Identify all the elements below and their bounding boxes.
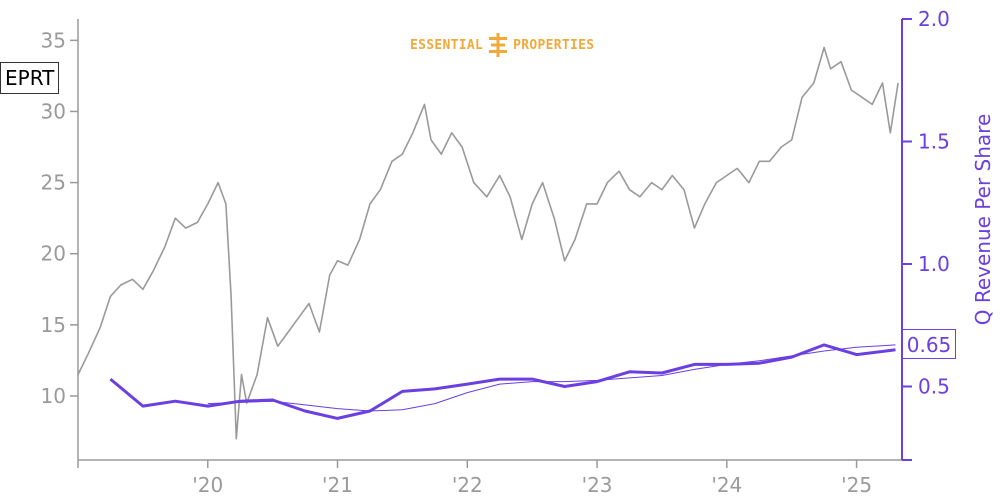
x-tick-label: '21	[322, 473, 353, 497]
y-right-tick-label: 0.5	[918, 375, 950, 399]
y-left-tick-label: 35	[41, 28, 66, 52]
last-value-label: 0.65	[902, 329, 956, 359]
y-left-tick-label: 25	[41, 171, 66, 195]
y-left-tick-label: 20	[41, 242, 66, 266]
x-tick-label: '20	[192, 473, 223, 497]
logo-right-text: PROPERTIES	[513, 37, 595, 53]
y-left-tick-label: 10	[41, 384, 66, 408]
y-axis-right-label: Q Revenue Per Share	[971, 114, 995, 326]
y-left-tick-label: 15	[41, 313, 66, 337]
x-tick-label: '23	[582, 473, 613, 497]
x-tick-label: '25	[841, 473, 872, 497]
y-right-tick-label: 1.5	[918, 130, 950, 154]
y-right-tick-label: 1.0	[918, 252, 950, 276]
ticker-label: EPRT	[0, 62, 60, 94]
x-tick-label: '24	[711, 473, 742, 497]
revenue-trend-line	[207, 344, 896, 412]
y-right-tick-label: 2.0	[918, 7, 950, 31]
price-series-line	[77, 46, 899, 440]
x-tick-label: '22	[452, 473, 483, 497]
company-logo: ESSENTIAL PROPERTIES	[410, 33, 594, 57]
logo-left-text: ESSENTIAL	[410, 37, 484, 53]
y-left-tick-label: 30	[41, 99, 66, 123]
revenue-series-line	[109, 343, 896, 420]
essential-properties-logo-icon	[489, 33, 508, 57]
